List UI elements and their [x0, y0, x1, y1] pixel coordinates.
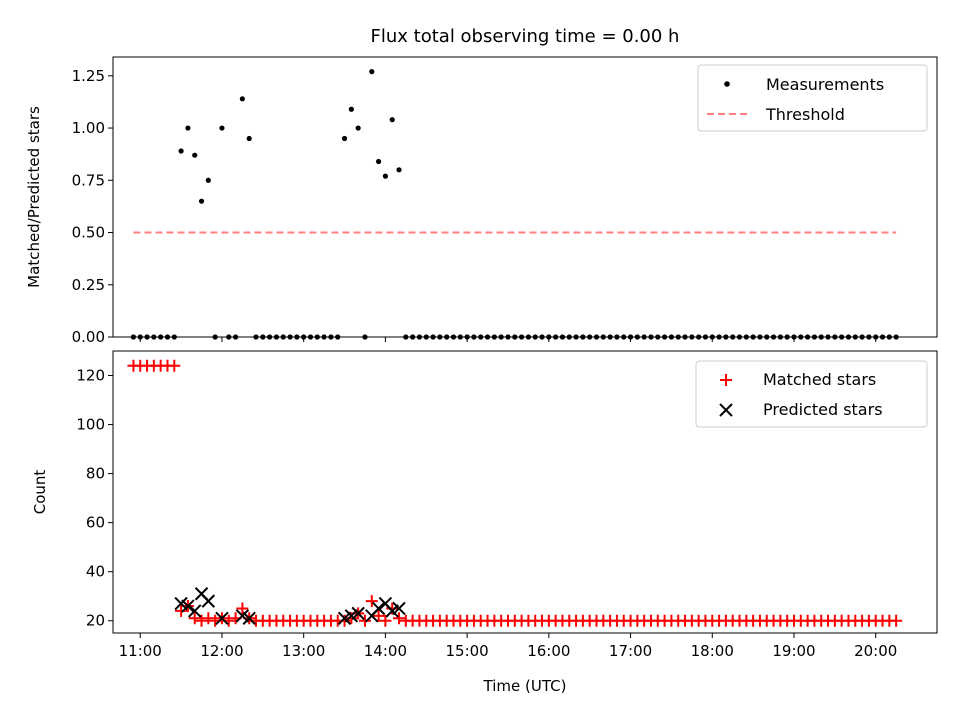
count-panel: Count Time (UTC) 20 40 60 80 100 120 11:00 12:0…	[31, 350, 938, 695]
legend-measurements-label: Measurements	[766, 75, 884, 94]
matched-star-point	[188, 612, 201, 625]
matched-star-point	[372, 609, 385, 622]
measurement-point	[219, 125, 225, 131]
y-tick-label: 0.50	[72, 224, 105, 242]
legend-predicted-label: Predicted stars	[763, 400, 883, 419]
measurement-point	[192, 152, 198, 158]
y-tick-label: 1.25	[72, 67, 105, 85]
matched-star-point	[393, 612, 406, 625]
x-tick-label: 11:00	[119, 642, 162, 660]
matched-star-point	[358, 614, 371, 627]
matched-star-point	[345, 612, 358, 625]
matched-star-point	[365, 595, 378, 608]
legend-predicted-marker	[719, 403, 733, 417]
x-tick-label: 12:00	[200, 642, 243, 660]
matched-star-point	[386, 602, 399, 615]
measurement-point	[198, 198, 205, 204]
y-tick-label: 0.00	[72, 328, 105, 346]
matched-star-point	[890, 614, 903, 627]
measurement-point	[341, 135, 348, 142]
matched-star-point	[175, 604, 188, 617]
x-tick-label: 16:00	[527, 642, 570, 660]
matched-star-point	[379, 614, 392, 627]
y-axis-label-ratio: Matched/Predicted stars	[25, 106, 43, 288]
x-axis-label: Time (UTC)	[483, 677, 567, 695]
legend-measurements-marker	[724, 81, 730, 87]
measurement-point	[239, 96, 245, 102]
measurement-point	[375, 158, 382, 165]
measurement-point	[178, 148, 184, 154]
count-axes-frame	[112, 350, 938, 634]
chart-title: Flux total observing time = 0.00 h	[371, 26, 680, 47]
y-tick-label: 100	[76, 416, 105, 434]
x-tick-label: 15:00	[445, 642, 488, 660]
measurement-point	[369, 69, 375, 75]
matched-star-point	[168, 359, 181, 372]
measurement-point	[246, 135, 252, 142]
count-legend-box	[695, 360, 928, 428]
ratio-panel: Flux total observing time = 0.00 h Match…	[25, 26, 938, 346]
measurement-point	[396, 167, 402, 173]
predicted-star-point	[181, 599, 195, 613]
legend-threshold-label: Threshold	[765, 105, 845, 124]
matched-star-point	[195, 614, 208, 627]
y-tick-label: 0.75	[72, 171, 105, 189]
measurement-point	[185, 125, 191, 131]
measurement-point	[382, 173, 388, 179]
x-tick-label: 13:00	[282, 642, 325, 660]
x-tick-label: 17:00	[609, 642, 652, 660]
measurement-point	[348, 106, 354, 112]
x-tick-label: 20:00	[854, 642, 897, 660]
measurement-point	[205, 177, 211, 183]
count-legend: Matched stars Predicted stars	[695, 360, 928, 428]
x-tick-label: 19:00	[772, 642, 815, 660]
predicted-star-point	[351, 606, 365, 621]
matched-star-point	[236, 602, 249, 615]
predicted-star-point	[242, 611, 256, 625]
y-axis-label-count: Count	[31, 470, 49, 515]
matched-star-point	[202, 612, 215, 625]
y-tick-label: 20	[86, 612, 105, 630]
predicted-star-point	[371, 601, 386, 616]
predicted-star-point	[188, 604, 202, 618]
legend-matched-label: Matched stars	[763, 370, 876, 389]
count-plot-marks	[127, 359, 903, 627]
matched-star-point	[338, 614, 351, 627]
ratio-legend-box	[697, 64, 928, 132]
predicted-star-point	[215, 611, 229, 625]
x-tick-label: 18:00	[691, 642, 734, 660]
y-tick-label: 120	[76, 367, 105, 385]
measurement-point	[355, 125, 361, 131]
y-tick-label: 0.25	[72, 276, 105, 294]
count-axis-ticks: 20 40 60 80 100 120 11:00 12:00 13:00 14:00 15:00 1…	[76, 367, 897, 660]
ratio-axes-frame	[112, 56, 938, 338]
y-tick-label: 80	[86, 465, 105, 483]
measurement-point	[389, 117, 395, 123]
y-tick-label: 60	[86, 514, 105, 532]
ratio-legend: Measurements Threshold	[697, 64, 928, 132]
x-tick-label: 14:00	[364, 642, 407, 660]
predicted-star-point	[392, 601, 406, 616]
y-tick-label: 40	[86, 563, 105, 581]
y-tick-label: 1.00	[72, 119, 105, 137]
legend-matched-marker	[720, 374, 732, 386]
predicted-star-point	[201, 594, 216, 608]
